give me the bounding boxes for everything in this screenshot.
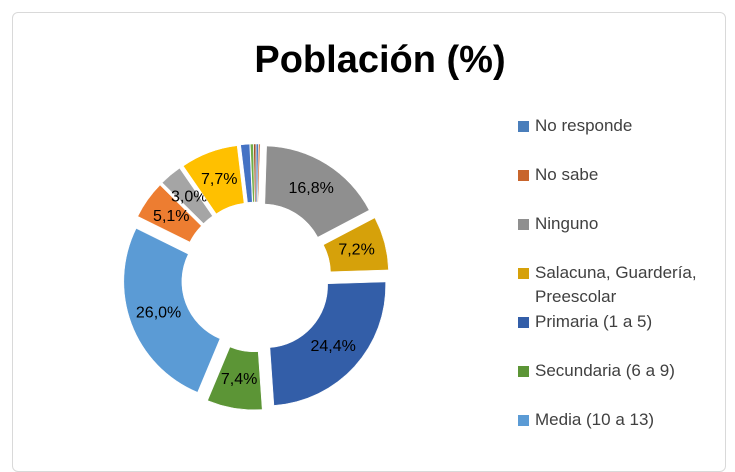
legend-swatch [518,415,529,426]
legend-item: Media (10 a 13) [518,408,718,432]
data-label: 3,0% [171,189,207,206]
donut-slice [250,143,255,203]
legend-item: No sabe [518,163,718,187]
legend-label: Salacuna, Guardería, Preescolar [535,263,697,306]
legend-swatch [518,317,529,328]
donut-slice [182,145,245,215]
legend-label: Media (10 a 13) [535,410,655,429]
legend-swatch [518,219,529,230]
donut-slice [161,167,213,224]
legend-label: No sabe [535,165,599,184]
legend-swatch [518,268,529,279]
legend-swatch [518,170,529,181]
donut-slice [269,281,386,406]
donut-slice [257,143,261,203]
legend-label: Primaria (1 a 5) [535,312,653,331]
legend-swatch [518,366,529,377]
legend-label: Secundaria (6 a 9) [535,361,675,380]
page: Población (%) 16,8% 7,2% 24,4% 7,4% 26,0% 5,1… [12,12,726,472]
data-label: 7,4% [221,371,257,388]
donut-slice [240,143,253,203]
chart-title: Población (%) [254,39,505,81]
donut-slice [323,217,389,272]
legend-label: Ninguno [535,214,599,233]
data-label: 5,1% [153,208,189,225]
data-label: 7,7% [201,171,237,188]
data-label: 24,4% [310,338,355,355]
legend-swatch [518,121,529,132]
legend-item: Secundaria (6 a 9) [518,359,718,383]
legend-item: Salacuna, Guardería, Preescolar [518,261,718,309]
donut-slice [137,184,202,243]
legend-label: No responde [535,116,633,135]
donut-slice [264,145,370,238]
legend-item: Primaria (1 a 5) [518,310,718,334]
donut-slice [253,143,257,203]
chart: Población (%) 16,8% 7,2% 24,4% 7,4% 26,0% 5,1… [123,39,506,411]
data-label: 26,0% [136,305,181,322]
legend-item: Ninguno [518,212,718,236]
donut-slice [207,346,263,411]
data-label: 7,2% [338,242,374,259]
donut-slice [123,228,221,393]
data-label: 16,8% [288,180,333,197]
legend-item: No responde [518,114,718,138]
